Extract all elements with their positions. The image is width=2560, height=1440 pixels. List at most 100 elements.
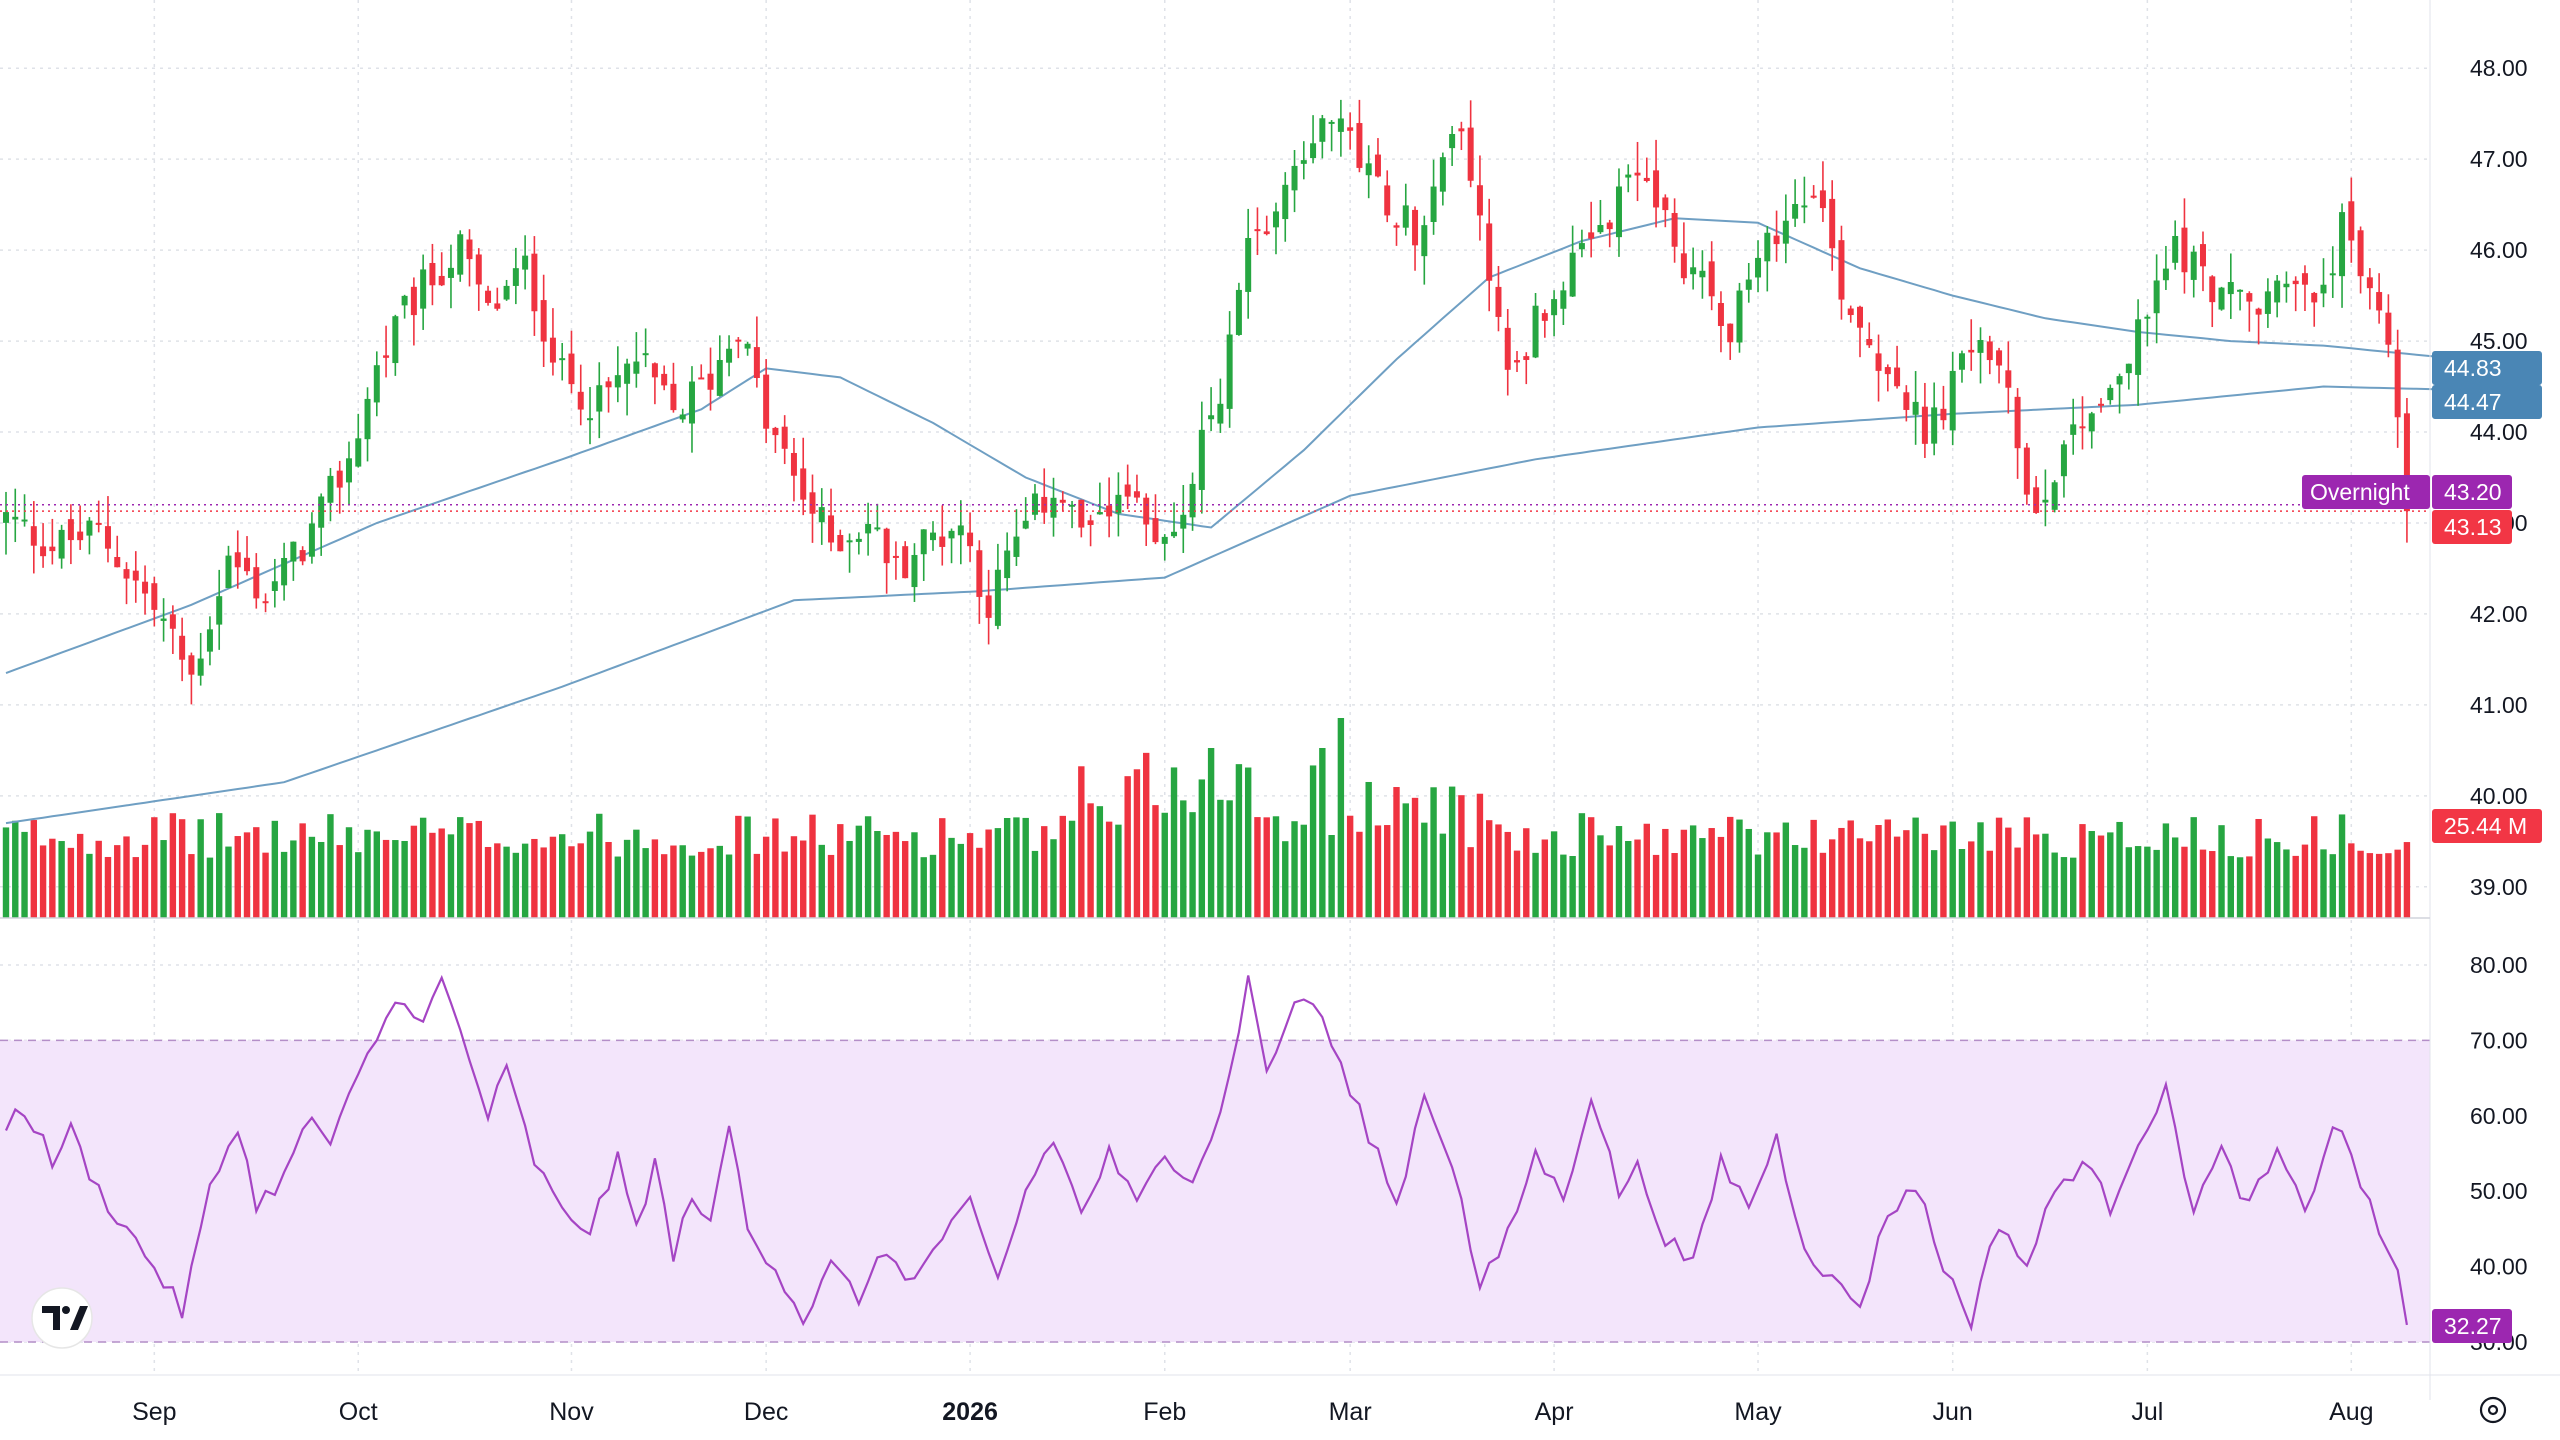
candle-body[interactable]	[1717, 303, 1724, 327]
candle-body[interactable]	[633, 361, 640, 374]
candle-body[interactable]	[1171, 531, 1178, 537]
candle-body[interactable]	[271, 581, 278, 591]
candle-body[interactable]	[132, 570, 139, 581]
candle-body[interactable]	[1078, 499, 1085, 528]
candle-body[interactable]	[994, 569, 1001, 626]
candle-body[interactable]	[2246, 293, 2253, 302]
candle-body[interactable]	[86, 520, 93, 536]
candle-body[interactable]	[1968, 349, 1975, 353]
candle-body[interactable]	[2264, 291, 2271, 314]
candle-body[interactable]	[1439, 157, 1446, 192]
candle-body[interactable]	[160, 618, 167, 621]
candle-body[interactable]	[1940, 408, 1947, 421]
candle-body[interactable]	[948, 530, 955, 539]
candle-body[interactable]	[809, 492, 816, 514]
candle-body[interactable]	[299, 550, 306, 562]
candle-body[interactable]	[1569, 252, 1576, 297]
candle-body[interactable]	[429, 262, 436, 286]
candle-body[interactable]	[1504, 327, 1511, 370]
candle-body[interactable]	[1272, 211, 1279, 228]
candle-body[interactable]	[892, 555, 899, 558]
candle-body[interactable]	[2329, 273, 2336, 276]
candle-body[interactable]	[1801, 205, 1808, 208]
candle-body[interactable]	[642, 353, 649, 356]
candle-body[interactable]	[1560, 290, 1567, 309]
candle-body[interactable]	[939, 536, 946, 547]
candle-body[interactable]	[1217, 403, 1224, 424]
candle-body[interactable]	[2116, 376, 2123, 385]
candle-body[interactable]	[763, 374, 770, 429]
candle-body[interactable]	[345, 458, 352, 483]
candle-body[interactable]	[1133, 491, 1140, 498]
tradingview-logo-icon[interactable]	[31, 1287, 93, 1349]
candle-body[interactable]	[2237, 289, 2244, 292]
candle-body[interactable]	[2403, 413, 2410, 512]
candle-body[interactable]	[410, 286, 417, 316]
candle-body[interactable]	[2060, 444, 2067, 477]
candle-body[interactable]	[290, 541, 297, 562]
candle-body[interactable]	[1189, 483, 1196, 518]
candle-body[interactable]	[1458, 128, 1465, 132]
candle-body[interactable]	[1606, 222, 1613, 230]
candle-body[interactable]	[1986, 341, 1993, 361]
candle-body[interactable]	[3, 512, 9, 523]
candle-body[interactable]	[2376, 292, 2383, 311]
candle-body[interactable]	[364, 398, 371, 440]
candle-body[interactable]	[2218, 287, 2225, 310]
candle-body[interactable]	[1643, 177, 1650, 182]
candle-body[interactable]	[30, 526, 37, 546]
candle-body[interactable]	[355, 438, 362, 467]
candle-body[interactable]	[2144, 316, 2151, 319]
candle-body[interactable]	[142, 581, 149, 594]
candle-body[interactable]	[1180, 514, 1187, 529]
candle-body[interactable]	[985, 595, 992, 618]
candle-body[interactable]	[1708, 261, 1715, 297]
candle-body[interactable]	[874, 527, 881, 530]
candle-body[interactable]	[2051, 482, 2058, 510]
candle-body[interactable]	[2385, 312, 2392, 345]
candle-body[interactable]	[1588, 232, 1595, 239]
candle-body[interactable]	[2292, 280, 2299, 285]
candle-body[interactable]	[494, 303, 501, 309]
candle-body[interactable]	[1300, 160, 1307, 164]
candle-body[interactable]	[1745, 279, 1752, 290]
candle-body[interactable]	[716, 360, 723, 396]
candle-body[interactable]	[2301, 273, 2308, 285]
candle-body[interactable]	[1310, 143, 1317, 159]
candle-body[interactable]	[401, 295, 408, 306]
candles[interactable]	[3, 99, 2410, 705]
candle-body[interactable]	[1551, 299, 1558, 316]
candle-body[interactable]	[1903, 392, 1910, 410]
candle-body[interactable]	[1532, 305, 1539, 358]
candle-body[interactable]	[1653, 170, 1660, 208]
candle-body[interactable]	[781, 426, 788, 449]
candle-body[interactable]	[1597, 225, 1604, 233]
candle-body[interactable]	[1625, 174, 1632, 178]
candle-body[interactable]	[790, 452, 797, 476]
candle-body[interactable]	[837, 535, 844, 552]
candle-body[interactable]	[1541, 313, 1548, 321]
candle-body[interactable]	[587, 418, 594, 421]
candle-body[interactable]	[1912, 401, 1919, 415]
candle-body[interactable]	[2339, 212, 2346, 277]
candle-body[interactable]	[1004, 550, 1011, 579]
candle-body[interactable]	[828, 515, 835, 543]
candle-body[interactable]	[475, 254, 482, 285]
candle-body[interactable]	[2153, 280, 2160, 314]
candle-body[interactable]	[327, 475, 334, 503]
candle-body[interactable]	[318, 496, 325, 528]
candle-body[interactable]	[818, 507, 825, 523]
candle-body[interactable]	[2283, 283, 2290, 288]
candle-body[interactable]	[577, 391, 584, 410]
candle-body[interactable]	[1356, 123, 1363, 168]
candle-body[interactable]	[1996, 350, 2003, 366]
candle-body[interactable]	[1486, 223, 1493, 281]
candle-body[interactable]	[2098, 403, 2105, 406]
candle-body[interactable]	[123, 569, 130, 579]
candle-body[interactable]	[1412, 209, 1419, 246]
candle-body[interactable]	[1476, 185, 1483, 216]
candle-body[interactable]	[651, 363, 658, 378]
candle-body[interactable]	[336, 470, 343, 488]
candle-body[interactable]	[1829, 198, 1836, 249]
candle-body[interactable]	[1792, 204, 1799, 219]
